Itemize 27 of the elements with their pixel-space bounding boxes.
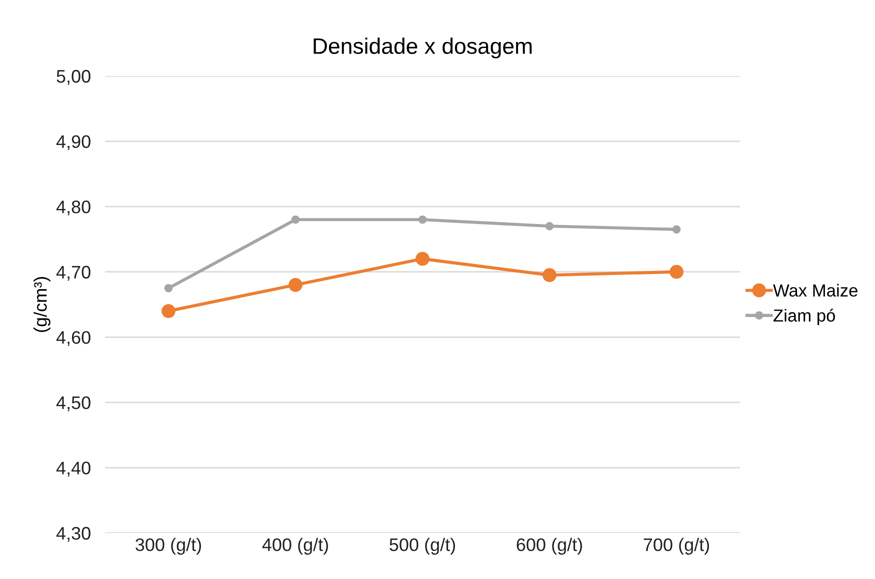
y-tick-label: 4,50 <box>56 396 90 412</box>
y-tick-label: 4,80 <box>56 200 90 216</box>
x-tick-label: 400 (g/t) <box>262 538 328 555</box>
y-tick-label: 4,30 <box>56 526 90 542</box>
point <box>418 215 427 224</box>
y-axis-title: (g/cm³) <box>34 277 50 332</box>
x-tick-label: 300 (g/t) <box>136 538 202 555</box>
point <box>670 264 684 279</box>
point <box>672 225 681 234</box>
point <box>291 215 300 224</box>
y-tick-label: 4,70 <box>56 266 90 281</box>
x-tick-label: 600 (g/t) <box>516 538 582 555</box>
x-tick-label: 700 (g/t) <box>644 538 710 555</box>
point <box>416 252 430 266</box>
point <box>164 284 173 292</box>
x-tick-label: 500 (g/t) <box>390 538 456 555</box>
legend-label: Wax Maize <box>773 284 858 297</box>
chart-title: Densidade x dosagem <box>314 38 532 58</box>
point <box>542 268 556 282</box>
point <box>545 222 554 230</box>
y-tick-label: 5,00 <box>56 70 90 85</box>
point <box>288 278 302 292</box>
y-tick-label: 4,60 <box>56 331 90 346</box>
y-tick-label: 4,90 <box>56 135 90 150</box>
legend-label: Ziam pó <box>774 308 835 326</box>
point <box>162 304 176 318</box>
y-tick-label: 4,40 <box>56 462 90 477</box>
